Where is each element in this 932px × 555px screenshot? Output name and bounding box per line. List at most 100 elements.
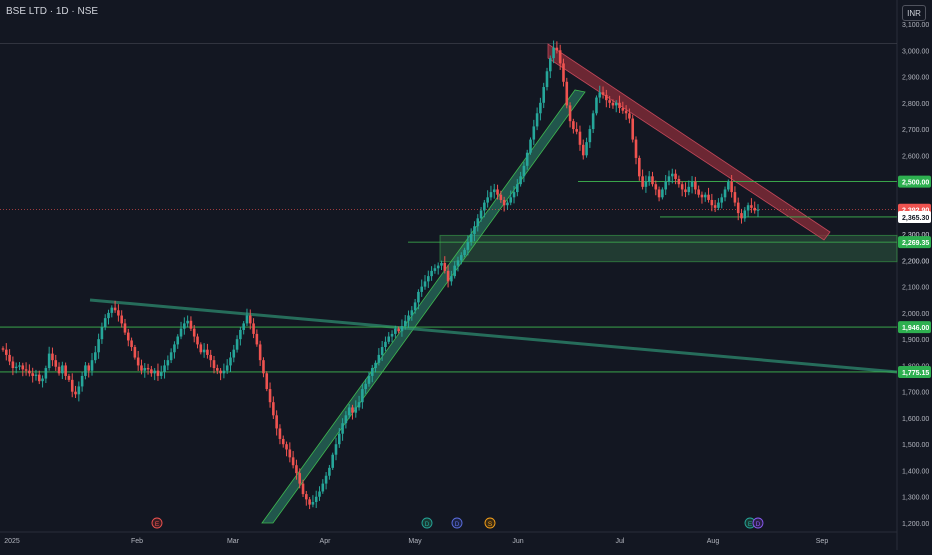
candle-body [506, 202, 509, 206]
candle-body [219, 370, 222, 374]
candle-body [140, 365, 143, 371]
price-label-text: 2,269.35 [902, 240, 929, 247]
price-label-text: 1,775.15 [902, 370, 929, 377]
dividend-icon[interactable]: D [421, 517, 433, 529]
price-label-badge [898, 210, 931, 223]
candle-body [703, 194, 707, 198]
candle-body [713, 205, 717, 208]
candle-body [308, 499, 311, 505]
candle-body [176, 336, 180, 345]
candle-body [255, 333, 259, 345]
candle-body [206, 349, 209, 355]
candle-body [736, 202, 740, 214]
candle-body [202, 349, 206, 353]
candle-body [529, 139, 532, 153]
candle-body [179, 328, 183, 337]
y-axis-tick-label: 2,200.00 [902, 258, 929, 265]
candle-body [585, 142, 588, 156]
candle-body [61, 365, 64, 374]
candle-body [647, 176, 651, 182]
event-marker-label: D [425, 521, 430, 528]
candle-body [163, 365, 166, 372]
candle-body [390, 333, 394, 337]
candle-body [605, 94, 608, 101]
candle-body [420, 286, 424, 292]
candle-body [684, 189, 687, 193]
candle-body [558, 50, 562, 64]
candle-body [717, 202, 720, 208]
event-marker-label: E [748, 521, 753, 528]
candle-body [252, 323, 255, 334]
split-icon[interactable]: S [484, 517, 496, 529]
candle-body [8, 354, 11, 362]
candle-body [37, 374, 41, 382]
candle-body [77, 386, 81, 395]
candle-body [117, 310, 120, 316]
candle-body [473, 226, 476, 235]
candle-body [608, 100, 611, 103]
candle-body [489, 192, 493, 198]
candle-body [535, 113, 539, 127]
candle-body [677, 178, 681, 185]
price-label-text: 2,300.00 [902, 232, 929, 239]
y-axis-tick-label: 3,000.00 [902, 48, 929, 55]
y-axis-tick-label: 1,200.00 [902, 521, 929, 528]
candle-body [651, 176, 654, 185]
candle-body [687, 186, 691, 193]
candle-body [80, 375, 84, 387]
candle-body [509, 197, 513, 203]
event-marker-label: E [155, 521, 160, 528]
candle-body [727, 181, 730, 190]
candle-body [542, 87, 545, 103]
candle-body [450, 276, 453, 282]
y-axis-tick-label: 2,100.00 [902, 285, 929, 292]
candle-body [555, 47, 559, 51]
candle-body [94, 352, 97, 361]
candle-body [18, 365, 21, 367]
candle-body [265, 373, 269, 390]
candle-body [697, 189, 700, 195]
earnings-icon[interactable]: E [151, 517, 163, 529]
y-axis-tick-label: 2,900.00 [902, 75, 929, 82]
candle-body [413, 302, 417, 311]
candle-body [130, 340, 133, 348]
event-marker-shape [451, 517, 463, 529]
candle-body [459, 255, 463, 261]
price-label-text: 2,200.00 [902, 258, 929, 265]
candle-body [654, 184, 658, 190]
event-marker-shape [752, 517, 764, 529]
candle-body [410, 310, 414, 316]
candle-body [575, 129, 578, 132]
candle-body [483, 202, 486, 211]
candle-body [235, 339, 239, 350]
candles-group [1, 40, 760, 510]
candle-body [661, 189, 664, 198]
candle-body [578, 131, 582, 145]
candle-body [212, 360, 216, 369]
candle-body [159, 371, 163, 376]
candle-body [674, 173, 677, 179]
candle-body [746, 205, 750, 211]
candle-body [209, 354, 213, 361]
candle-body [51, 353, 54, 361]
candle-body [496, 189, 499, 195]
dividend-icon[interactable]: D [752, 517, 764, 529]
candle-body [288, 449, 292, 458]
candle-body [427, 276, 430, 282]
candle-body [436, 265, 440, 269]
candle-body [298, 473, 302, 484]
candle-body [743, 210, 747, 219]
candle-body [1, 348, 5, 350]
candle-body [417, 291, 420, 303]
candle-body [443, 262, 447, 271]
dividend-icon[interactable]: D [451, 517, 463, 529]
candle-body [189, 320, 193, 329]
candle-body [476, 218, 480, 227]
candle-body [733, 192, 737, 203]
candle-body [143, 368, 147, 371]
candle-body [562, 63, 565, 82]
price-label-badge [898, 321, 931, 334]
currency-button[interactable]: INR [902, 5, 926, 21]
